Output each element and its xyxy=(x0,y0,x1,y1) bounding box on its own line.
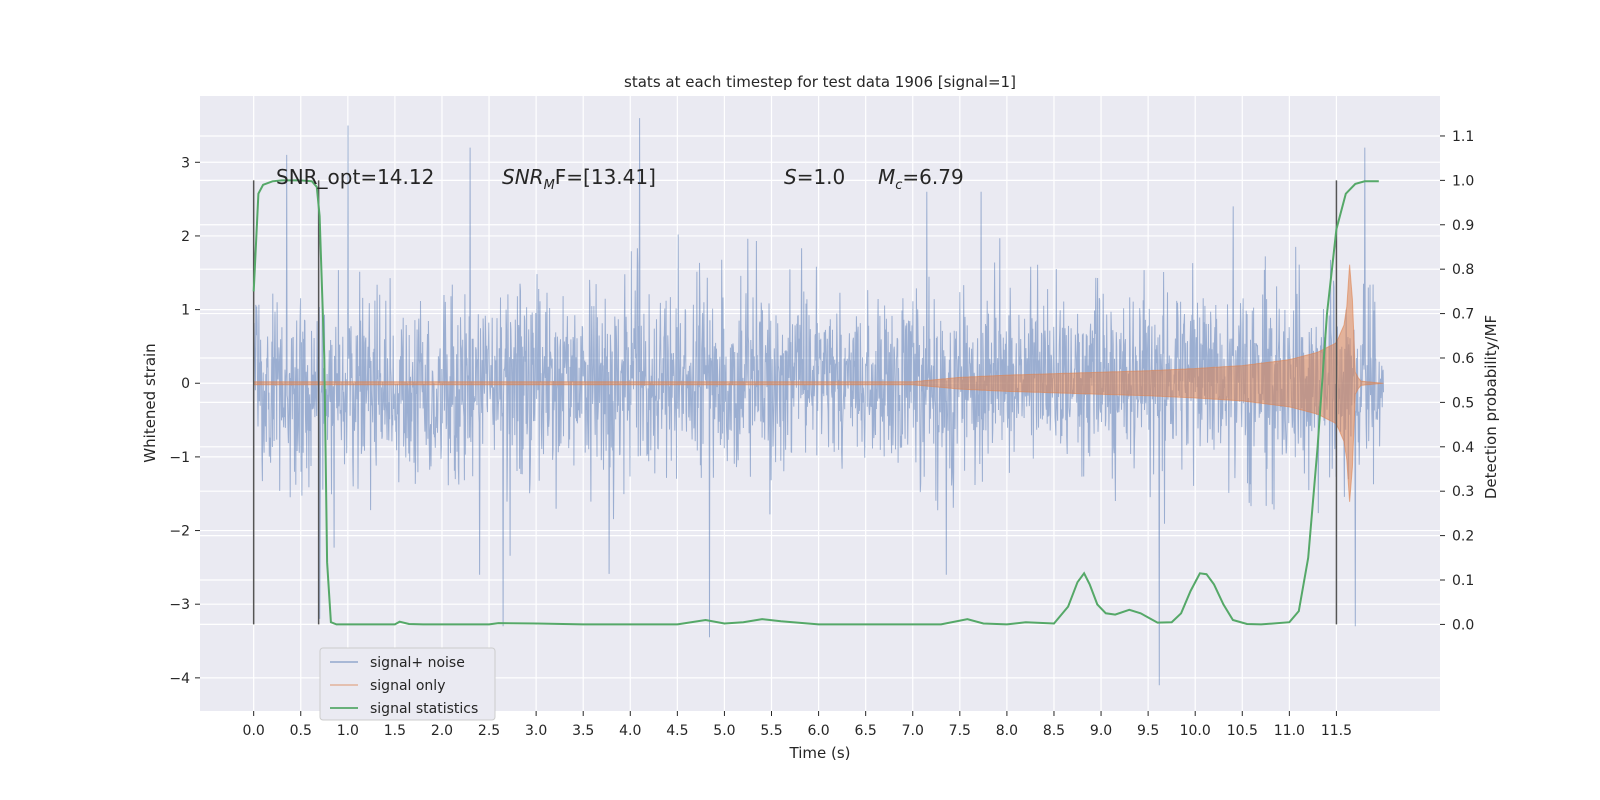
grid-lines xyxy=(200,96,1440,711)
annotation-mc-subscript: c xyxy=(895,178,902,193)
x-tick-label: 10.5 xyxy=(1227,723,1258,739)
signal-series xyxy=(253,264,1384,502)
y-tick-label: 0 xyxy=(181,376,190,392)
x-tick-label: 9.5 xyxy=(1137,723,1159,739)
annotation-snr-mf-symbol: SNR xyxy=(502,165,544,189)
x-tick-label: 11.0 xyxy=(1274,723,1305,739)
y-tick-label: 1 xyxy=(181,303,190,319)
annotation-snr-mf-rest: F=[13.41] xyxy=(555,165,656,189)
x-tick-label: 1.5 xyxy=(384,723,406,739)
x-tick-label: 2.0 xyxy=(431,723,453,739)
statistics-series xyxy=(252,179,1379,626)
chart-title: stats at each timestep for test data 190… xyxy=(624,73,1016,91)
annotation-s-symbol: S xyxy=(784,165,797,189)
y-tick-label: −2 xyxy=(169,524,190,540)
x-tick-label: 7.5 xyxy=(949,723,971,739)
x-axis-label: Time (s) xyxy=(789,744,851,762)
x-tick-label: 5.5 xyxy=(760,723,782,739)
legend-label-signal: signal only xyxy=(370,678,445,694)
annotation-mc-rest: =6.79 xyxy=(902,165,963,189)
y2-tick-label: 0.2 xyxy=(1452,529,1474,545)
legend: signal+ noise signal only signal statist… xyxy=(319,647,496,721)
annotation-s-rest: =1.0 xyxy=(797,165,846,189)
annotation-s: S=1.0 xyxy=(784,165,845,189)
x-tick-label: 8.5 xyxy=(1043,723,1065,739)
y2-tick-label: 1.0 xyxy=(1452,173,1474,189)
y2-axis-ticks: 1.1 1.0 0.9 0.8 0.7 0.6 0.5 0.4 0.3 0.2 0.1 0.0 xyxy=(1440,129,1474,633)
y2-axis-label: Detection probability/MF xyxy=(1482,315,1500,499)
y2-tick-label: 1.1 xyxy=(1452,129,1474,145)
y-axis-ticks: 3 2 1 0 −1 −2 −3 −4 xyxy=(169,155,200,687)
x-tick-label: 1.0 xyxy=(337,723,359,739)
x-tick-label: 3.5 xyxy=(572,723,594,739)
y2-tick-label: 0.4 xyxy=(1452,440,1474,456)
y-tick-label: −1 xyxy=(169,450,190,466)
x-tick-label: 10.0 xyxy=(1180,723,1211,739)
annotation-snr-mf-subscript: M xyxy=(544,178,555,193)
x-tick-label: 7.0 xyxy=(902,723,924,739)
x-tick-label: 9.0 xyxy=(1090,723,1112,739)
y-tick-label: 2 xyxy=(181,229,190,245)
x-tick-label: 4.5 xyxy=(666,723,688,739)
y-tick-label: 3 xyxy=(181,155,190,171)
legend-box xyxy=(319,647,496,721)
signal-envelope xyxy=(253,264,1384,502)
x-axis-ticks: 0.0 0.5 1.0 1.5 2.0 2.5 3.0 3.5 4.0 4.5 5.0 5.5 6.0 6… xyxy=(243,711,1352,739)
x-tick-label: 0.0 xyxy=(243,723,265,739)
y-tick-label: −3 xyxy=(169,597,190,613)
y2-tick-label: 0.7 xyxy=(1452,307,1474,323)
x-tick-label: 3.0 xyxy=(525,723,547,739)
y2-tick-label: 0.9 xyxy=(1452,218,1474,234)
y2-tick-label: 0.0 xyxy=(1452,617,1474,633)
x-tick-label: 5.0 xyxy=(713,723,735,739)
legend-label-noise: signal+ noise xyxy=(370,655,465,671)
annotation-mc: Mc=6.79 xyxy=(878,165,964,193)
y-axis-label: Whitened strain xyxy=(141,343,159,462)
marker-lines xyxy=(252,180,1338,625)
y2-tick-label: 0.5 xyxy=(1452,395,1474,411)
annotation-mc-symbol: M xyxy=(878,165,895,189)
y2-tick-label: 0.8 xyxy=(1452,262,1474,278)
x-tick-label: 6.5 xyxy=(855,723,877,739)
x-tick-label: 6.0 xyxy=(807,723,829,739)
x-tick-label: 8.0 xyxy=(996,723,1018,739)
y2-tick-label: 0.1 xyxy=(1452,573,1474,589)
x-tick-label: 4.0 xyxy=(619,723,641,739)
statistics-line xyxy=(252,179,1379,626)
x-tick-label: 11.5 xyxy=(1321,723,1352,739)
y2-tick-label: 0.3 xyxy=(1452,484,1474,500)
x-tick-label: 0.5 xyxy=(290,723,312,739)
y2-tick-label: 0.6 xyxy=(1452,351,1474,367)
annotation-snr-mf: SNRMF=[13.41] xyxy=(502,165,656,193)
x-tick-label: 2.5 xyxy=(478,723,500,739)
y-tick-label: −4 xyxy=(169,671,190,687)
annotation-snr-opt: SNR_opt=14.12 xyxy=(276,165,434,189)
legend-label-statistics: signal statistics xyxy=(370,701,478,717)
